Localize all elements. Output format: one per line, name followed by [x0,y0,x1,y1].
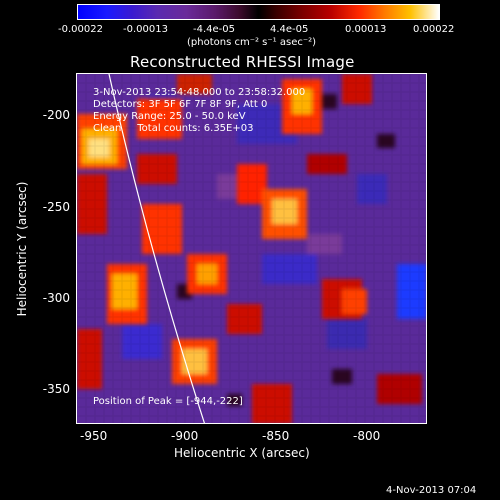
energy-range: Energy Range: 25.0 - 50.0 keV [93,111,246,122]
y-tick: -350 [42,382,70,396]
plot-title: Reconstructed RHESSI Image [130,53,355,71]
clean-counts: Clean Total counts: 6.35E+03 [93,123,254,134]
colorbar-tick: -4.4e-05 [193,24,235,35]
y-tick: -300 [42,291,70,305]
solar-limb [108,74,205,423]
colorbar-tick: -0.00013 [123,24,168,35]
x-tick: -950 [80,429,108,443]
generation-timestamp: 4-Nov-2013 07:04 [386,485,477,496]
peak-position: Position of Peak = [-944,-222] [93,396,243,407]
colorbar-tick: 0.00013 [345,24,387,35]
colorbar-tick: -0.00022 [58,24,103,35]
colorbar-tick: 4.4e-05 [270,24,309,35]
y-tick: -200 [42,108,70,122]
y-tick: -250 [42,200,70,214]
colorbar [77,4,440,20]
colorbar-tick: 0.00022 [413,24,455,35]
detectors-label: Detectors: 3F 5F 6F 7F 8F 9F, Att 0 [93,99,268,110]
x-tick: -850 [262,429,290,443]
colorbar-units: (photons cm⁻² s⁻¹ asec⁻²) [187,37,317,48]
rhessi-image-map [77,74,426,423]
y-axis-label: Heliocentric Y (arcsec) [15,181,29,317]
rhessi-image [76,73,427,424]
time-range: 3-Nov-2013 23:54:48.000 to 23:58:32.000 [93,87,306,98]
x-axis-label: Heliocentric X (arcsec) [174,446,310,460]
x-tick: -900 [171,429,199,443]
x-tick: -800 [353,429,381,443]
